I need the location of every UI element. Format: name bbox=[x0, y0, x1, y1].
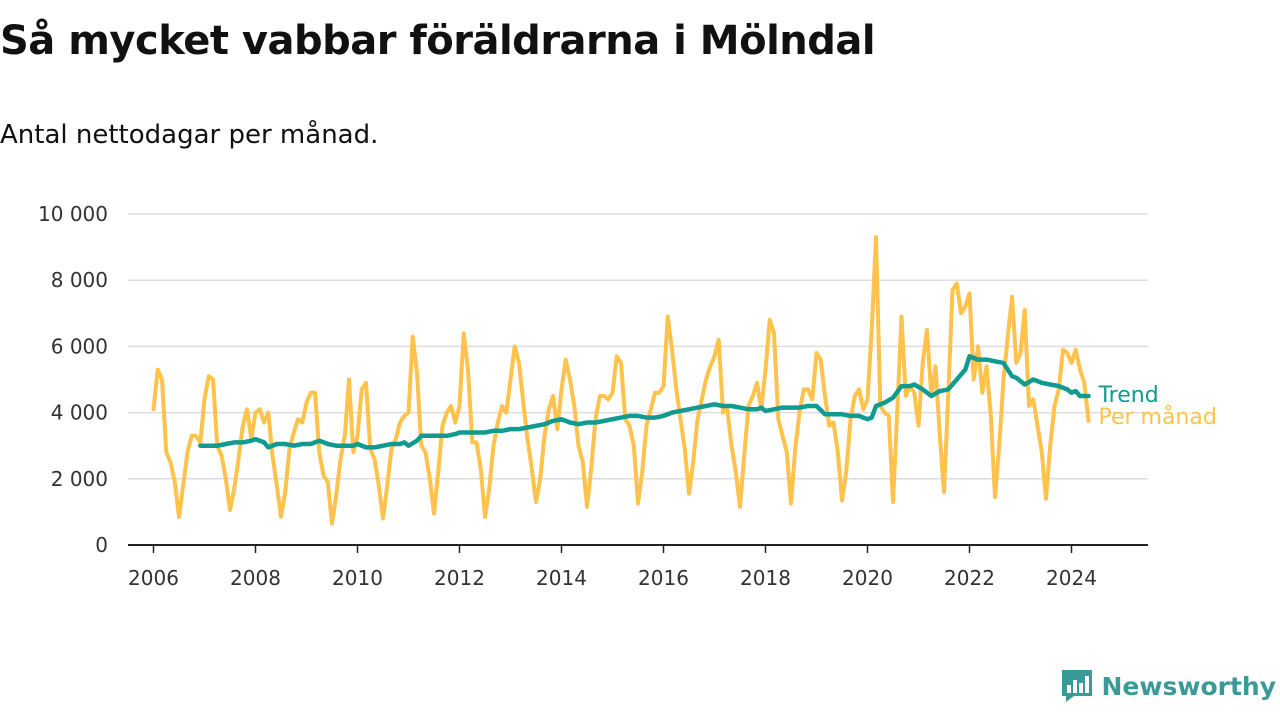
x-tick-label: 2020 bbox=[842, 566, 893, 590]
x-tick-label: 2016 bbox=[638, 566, 689, 590]
series-label-trend: Trend bbox=[1097, 383, 1158, 408]
y-tick-label: 8 000 bbox=[51, 268, 108, 292]
brand-name: Newsworthy bbox=[1101, 671, 1277, 701]
x-tick-label: 2006 bbox=[128, 566, 179, 590]
y-tick-label: 2 000 bbox=[51, 467, 108, 491]
brand-logo: Newsworthy bbox=[1060, 668, 1277, 704]
y-tick-label: 10 000 bbox=[38, 202, 108, 226]
x-tick-label: 2008 bbox=[230, 566, 281, 590]
y-tick-label: 4 000 bbox=[51, 401, 108, 425]
trend-line bbox=[198, 354, 1091, 450]
grid-lines bbox=[128, 213, 1148, 480]
chart-subtitle: Antal nettodagar per månad. bbox=[0, 120, 379, 150]
data-series bbox=[151, 235, 1091, 526]
series-label-per-manad: Per månad bbox=[1098, 404, 1216, 430]
x-tick-label: 2024 bbox=[1046, 566, 1097, 590]
newsworthy-logo-icon bbox=[1061, 670, 1092, 702]
x-tick-label: 2014 bbox=[536, 566, 587, 590]
axes: 0 2 000 4 000 6 000 8 000 10 000 2006 2008 2010 2… bbox=[38, 202, 1148, 590]
x-tick-label: 2010 bbox=[332, 566, 383, 590]
y-tick-label: 0 bbox=[95, 533, 108, 557]
x-tick-label: 2012 bbox=[434, 566, 485, 590]
per-manad-line bbox=[151, 235, 1091, 526]
chart-title: Så mycket vabbar föräldrarna i Mölndal bbox=[0, 18, 876, 64]
x-tick-label: 2018 bbox=[740, 566, 791, 590]
y-tick-label: 6 000 bbox=[51, 334, 108, 358]
x-tick-label: 2022 bbox=[944, 566, 995, 590]
